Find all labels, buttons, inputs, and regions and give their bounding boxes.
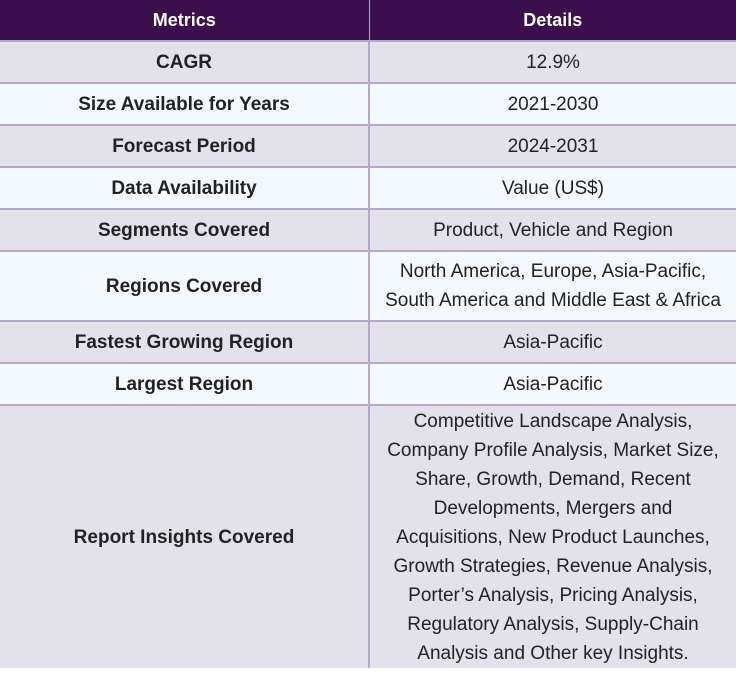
- table-row: Size Available for Years 2021-2030: [0, 82, 736, 125]
- metric-cell: Size Available for Years: [0, 82, 370, 125]
- header-details: Details: [369, 0, 736, 41]
- detail-cell: 2024-2031: [369, 124, 736, 167]
- detail-cell: Product, Vehicle and Region: [369, 208, 736, 251]
- table-row: CAGR 12.9%: [0, 40, 736, 83]
- metric-cell: Largest Region: [0, 362, 370, 405]
- table-row: Report Insights Covered Competitive Land…: [0, 404, 736, 668]
- table-row: Fastest Growing Region Asia-Pacific: [0, 320, 736, 363]
- metric-cell: Data Availability: [0, 166, 370, 209]
- report-metrics-table: Metrics Details CAGR 12.9% Size Availabl…: [0, 0, 736, 668]
- metric-cell: Segments Covered: [0, 208, 370, 251]
- header-metrics: Metrics: [0, 0, 370, 41]
- metric-cell: Regions Covered: [0, 250, 370, 321]
- detail-cell: 12.9%: [369, 40, 736, 83]
- detail-cell: Competitive Landscape Analysis, Company …: [369, 404, 736, 668]
- table-row: Forecast Period 2024-2031: [0, 124, 736, 167]
- metric-cell: Forecast Period: [0, 124, 370, 167]
- table-row: Largest Region Asia-Pacific: [0, 362, 736, 405]
- detail-cell: Asia-Pacific: [369, 362, 736, 405]
- detail-cell: North America, Europe, Asia-Pacific, Sou…: [369, 250, 736, 321]
- detail-cell: Asia-Pacific: [369, 320, 736, 363]
- detail-cell: Value (US$): [369, 166, 736, 209]
- table-row: Segments Covered Product, Vehicle and Re…: [0, 208, 736, 251]
- metric-cell: CAGR: [0, 40, 370, 83]
- table-header-row: Metrics Details: [0, 0, 736, 41]
- metric-cell: Report Insights Covered: [0, 404, 370, 668]
- metric-cell: Fastest Growing Region: [0, 320, 370, 363]
- table-row: Regions Covered North America, Europe, A…: [0, 250, 736, 321]
- detail-cell: 2021-2030: [369, 82, 736, 125]
- table-row: Data Availability Value (US$): [0, 166, 736, 209]
